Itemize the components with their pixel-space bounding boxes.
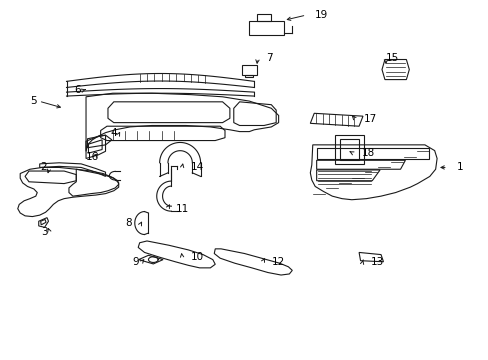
Text: 10: 10 [190,252,203,262]
Text: 3: 3 [41,227,47,237]
Text: 16: 16 [86,152,99,162]
Text: 11: 11 [176,204,189,214]
Text: 17: 17 [363,114,376,124]
Text: 12: 12 [271,257,284,267]
Text: 19: 19 [315,10,328,20]
Text: 6: 6 [74,85,81,95]
Text: 2: 2 [41,162,47,172]
Text: 4: 4 [110,129,117,138]
Text: 15: 15 [385,53,398,63]
Text: 5: 5 [30,96,37,106]
Text: 7: 7 [266,53,272,63]
Text: 8: 8 [125,218,132,228]
Text: 13: 13 [370,257,384,267]
Text: 14: 14 [190,162,203,172]
Text: 9: 9 [132,257,139,267]
Text: 1: 1 [456,162,462,172]
Text: 18: 18 [361,148,374,158]
